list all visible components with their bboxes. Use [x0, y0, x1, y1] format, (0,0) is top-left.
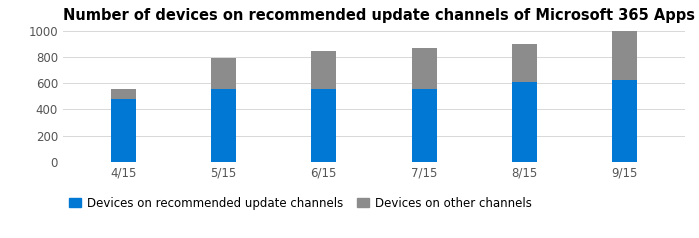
- Bar: [110, 99, 136, 162]
- Bar: [612, 80, 637, 162]
- Text: Number of devices on recommended update channels of Microsoft 365 Apps over time: Number of devices on recommended update …: [63, 8, 699, 23]
- Bar: [612, 31, 637, 80]
- Bar: [412, 89, 437, 162]
- Bar: [211, 59, 236, 89]
- Legend: Devices on recommended update channels, Devices on other channels: Devices on recommended update channels, …: [69, 197, 531, 209]
- Bar: [311, 51, 336, 89]
- Bar: [412, 48, 437, 89]
- Bar: [512, 82, 537, 162]
- Bar: [110, 89, 136, 99]
- Bar: [512, 44, 537, 82]
- Bar: [211, 89, 236, 162]
- Bar: [311, 89, 336, 162]
